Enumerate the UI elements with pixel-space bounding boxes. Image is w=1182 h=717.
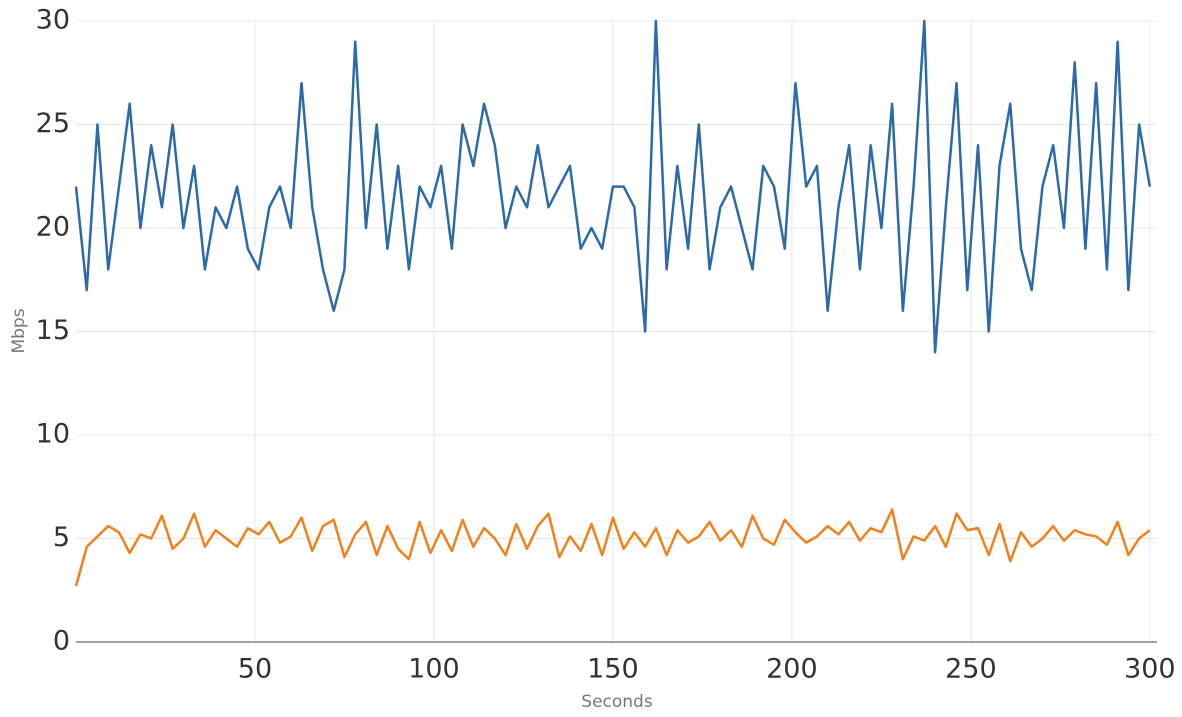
x-tick-label: 300 xyxy=(1124,654,1176,685)
x-tick-label: 150 xyxy=(587,654,639,685)
y-tick-label: 25 xyxy=(36,108,70,139)
y-tick-label: 20 xyxy=(36,212,70,243)
y-axis-title: Mbps xyxy=(9,308,29,353)
y-tick-label: 15 xyxy=(36,315,70,346)
y-tick-label: 10 xyxy=(36,419,70,450)
x-tick-label: 50 xyxy=(238,654,272,685)
y-tick-label: 5 xyxy=(53,522,70,553)
data-line xyxy=(74,19,1152,354)
y-tick-label: 30 xyxy=(36,5,70,36)
y-tick-label: 0 xyxy=(53,626,70,657)
x-tick-label: 100 xyxy=(408,654,460,685)
data-line xyxy=(74,508,1151,587)
x-axis-title: Seconds xyxy=(581,692,653,712)
x-tick-label: 200 xyxy=(766,654,818,685)
x-tick-label: 250 xyxy=(945,654,997,685)
